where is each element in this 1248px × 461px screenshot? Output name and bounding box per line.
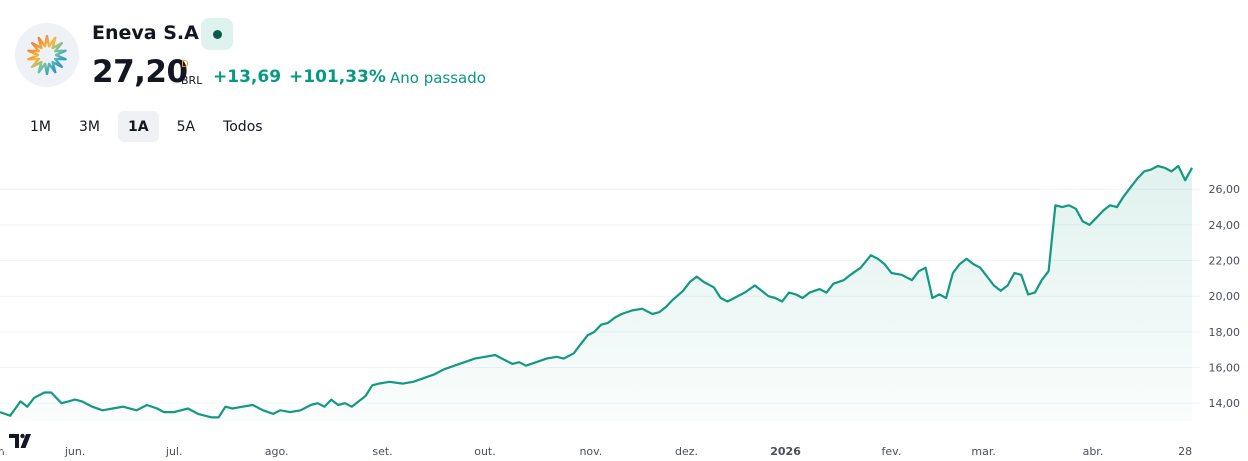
x-tick-label: 2026: [770, 445, 801, 458]
price-change-absolute: +13,69: [213, 67, 282, 87]
y-tick-label: 18,00: [1209, 326, 1241, 339]
y-tick-label: 14,00: [1209, 397, 1241, 410]
x-tick-label: jul.: [165, 445, 183, 458]
series-line: [0, 164, 1193, 419]
x-tick-label: mar.: [971, 445, 995, 458]
x-tick-label: dez.: [675, 445, 698, 458]
x-tick-label: ago.: [265, 445, 289, 458]
range-tabs: 1M 3M 1A 5A Todos: [20, 111, 273, 142]
change-period-label: Ano passado: [390, 69, 486, 87]
company-name: Eneva S.A.: [92, 22, 207, 44]
eneva-sunburst-logo-icon: [27, 34, 67, 76]
company-logo[interactable]: [15, 23, 79, 87]
y-tick-label: 26,00: [1209, 183, 1241, 196]
x-tick-label: abr.: [1083, 445, 1104, 458]
last-price: 27,20: [92, 54, 188, 90]
range-tab-5a[interactable]: 5A: [176, 118, 196, 135]
price-currency: BRL: [181, 74, 203, 87]
delayed-flag: D: [181, 59, 189, 70]
price-change-percent: +101,33%: [289, 67, 386, 87]
range-tab-todos[interactable]: Todos: [223, 118, 263, 135]
range-tab-1a[interactable]: 1A: [118, 111, 159, 142]
x-tick-label: nov.: [579, 445, 602, 458]
y-tick-label: 22,00: [1209, 255, 1241, 268]
y-tick-label: 24,00: [1209, 219, 1241, 232]
y-tick-label: 16,00: [1209, 362, 1241, 375]
market-status-button[interactable]: [201, 18, 233, 50]
tradingview-logo-icon[interactable]: [0, 420, 40, 460]
y-tick-label: 20,00: [1209, 290, 1241, 303]
market-status-dot-icon: [212, 29, 222, 39]
x-tick-label: fev.: [882, 445, 902, 458]
x-tick-label: 28: [1178, 445, 1192, 458]
series-area: [0, 166, 1192, 421]
range-tab-3m[interactable]: 3M: [79, 118, 100, 135]
x-tick-label: out.: [474, 445, 496, 458]
x-tick-label: jun.: [64, 445, 86, 458]
range-tab-1m[interactable]: 1M: [30, 118, 51, 135]
x-tick-label: set.: [372, 445, 392, 458]
